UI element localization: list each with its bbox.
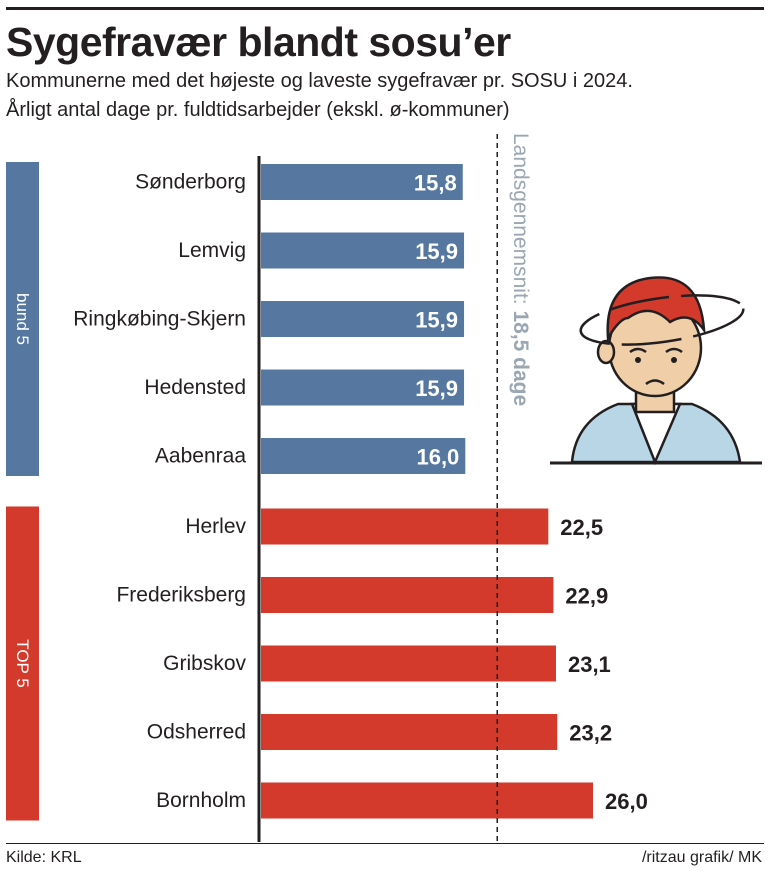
reference-label-value: 18,5 dage	[510, 310, 533, 406]
reference-label-prefix: Landsgennemsnit:	[510, 133, 533, 310]
bar	[261, 164, 463, 200]
category-label: Frederiksberg	[116, 584, 246, 607]
category-label: Hedensted	[144, 376, 246, 399]
category-label: Ringkøbing-Skjern	[73, 308, 246, 331]
chart-subtitle: Kommunerne med det højeste og laveste sy…	[6, 70, 633, 92]
bottom-rule	[6, 843, 764, 844]
category-label: Herlev	[185, 515, 246, 538]
category-label: Bornholm	[156, 789, 246, 812]
value-label: 15,9	[415, 376, 458, 401]
bar	[261, 714, 558, 750]
category-label: Aabenraa	[155, 445, 246, 468]
bar	[261, 508, 549, 545]
chart-title: Sygefravær blandt sosu’er	[6, 19, 511, 65]
top-rule	[6, 7, 764, 10]
bar	[261, 577, 554, 613]
bar	[261, 438, 466, 474]
group-band-bottom	[6, 162, 39, 476]
group-band-top	[6, 506, 39, 821]
credit-note: /ritzau grafik/ MK	[641, 849, 762, 866]
source-note: Kilde: KRL	[6, 849, 82, 866]
group-label: bund 5	[13, 293, 32, 345]
value-label: 15,9	[415, 308, 458, 333]
value-label: 15,9	[415, 239, 458, 264]
category-label: Sønderborg	[135, 171, 246, 194]
bar	[261, 645, 556, 682]
bar	[261, 369, 465, 406]
category-label: Lemvig	[178, 239, 246, 262]
reference-label: Landsgennemsnit: 18,5 dage	[510, 133, 533, 406]
value-label: 16,0	[416, 445, 459, 470]
category-label: Odsherred	[147, 721, 246, 744]
value-label: 23,1	[568, 652, 611, 677]
value-label: 22,5	[560, 515, 603, 540]
value-label: 22,9	[565, 584, 608, 609]
bar	[261, 232, 465, 269]
value-label: 26,0	[605, 789, 648, 814]
sick-person-icon	[550, 276, 762, 466]
value-label: 23,2	[569, 721, 612, 746]
bar	[261, 301, 465, 337]
bar	[261, 782, 593, 819]
category-label: Gribskov	[163, 652, 246, 675]
group-label: TOP 5	[13, 639, 32, 688]
value-label: 15,8	[414, 171, 457, 196]
chart-subtitle-unit: Årligt antal dage pr. fuldtidsarbejder (…	[6, 99, 510, 121]
